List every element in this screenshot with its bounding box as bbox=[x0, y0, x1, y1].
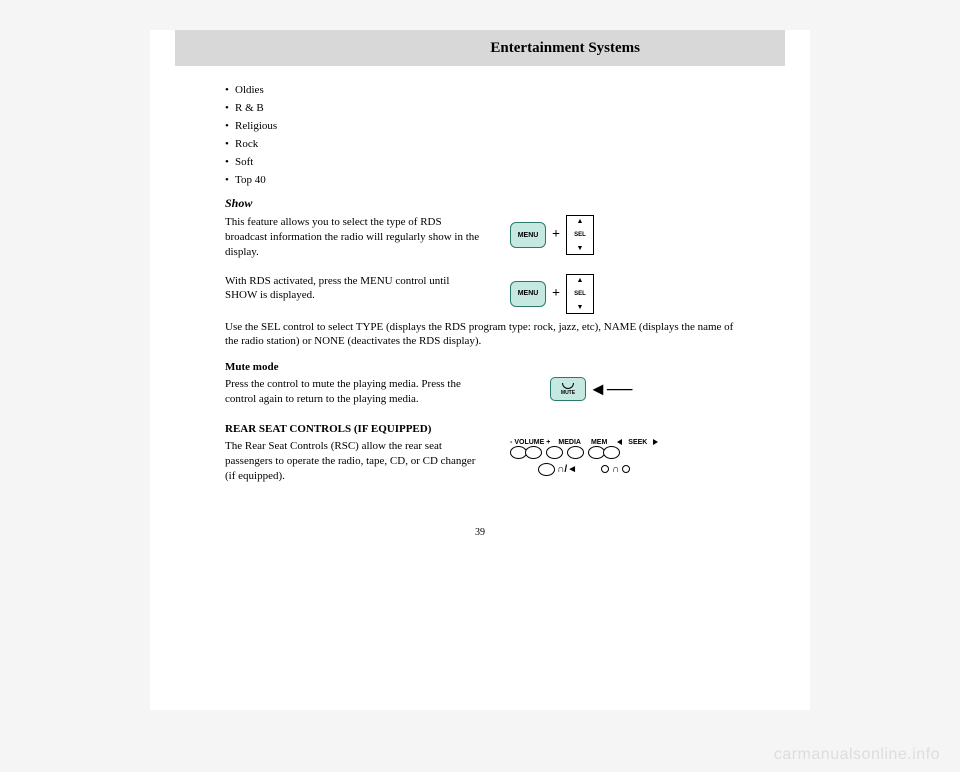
plus-icon: + bbox=[552, 286, 560, 302]
sel-control-icon: ▲ SEL ▼ bbox=[566, 274, 594, 314]
indicator-icon bbox=[601, 465, 609, 473]
manual-page: Entertainment Systems Oldies R & B Relig… bbox=[150, 30, 810, 710]
media-button-icon bbox=[546, 446, 563, 459]
arrow-left-icon: ◄── bbox=[589, 379, 632, 400]
seek-right-icon bbox=[653, 439, 658, 445]
rsc-paragraph: The Rear Seat Controls (RSC) allow the r… bbox=[225, 439, 480, 484]
watermark: carmanualsonline.info bbox=[774, 746, 940, 764]
show-row-1: This feature allows you to select the ty… bbox=[225, 215, 735, 264]
mute-label: MUTE bbox=[561, 390, 575, 396]
show-paragraph-3: Use the SEL control to select TYPE (disp… bbox=[225, 320, 735, 350]
rsc-labels-row: - VOLUME + MEDIA MEM SEEK bbox=[510, 439, 658, 446]
seek-label: SEEK bbox=[628, 439, 647, 446]
plus-label: + bbox=[546, 439, 550, 446]
show-paragraph-2: With RDS activated, press the MENU contr… bbox=[225, 274, 480, 304]
headphone-icon: ∩/◄ bbox=[557, 464, 577, 475]
page-title: Entertainment Systems bbox=[490, 40, 640, 57]
up-arrow-icon: ▲ bbox=[577, 277, 584, 284]
list-item: R & B bbox=[225, 102, 735, 114]
rsc-bottom-row: ∩/◄ ∩ bbox=[510, 463, 658, 476]
mute-heading: Mute mode bbox=[225, 361, 735, 373]
list-item: Top 40 bbox=[225, 174, 735, 186]
rsc-buttons-row bbox=[510, 446, 658, 459]
rsc-row: The Rear Seat Controls (RSC) allow the r… bbox=[225, 439, 735, 488]
headphone-indicators: ∩ bbox=[601, 464, 630, 475]
seek-buttons bbox=[588, 446, 620, 459]
plus-icon: + bbox=[552, 227, 560, 243]
mute-button-icon: MUTE bbox=[550, 377, 586, 401]
mute-row: Press the control to mute the playing me… bbox=[225, 377, 735, 411]
header-bar: Entertainment Systems bbox=[175, 30, 785, 66]
menu-button-icon: MENU bbox=[510, 222, 546, 248]
list-item: Soft bbox=[225, 156, 735, 168]
show-row-2: With RDS activated, press the MENU contr… bbox=[225, 274, 735, 314]
show-heading: Show bbox=[225, 196, 735, 211]
media-label: MEDIA bbox=[558, 439, 581, 446]
list-item: Oldies bbox=[225, 84, 735, 96]
genre-list: Oldies R & B Religious Rock Soft Top 40 bbox=[225, 84, 735, 186]
menu-sel-diagram: MENU + ▲ SEL ▼ bbox=[510, 274, 594, 314]
rsc-heading: REAR SEAT CONTROLS (IF EQUIPPED) bbox=[225, 423, 735, 435]
sel-label: SEL bbox=[574, 291, 586, 297]
mute-diagram: MUTE ◄── bbox=[550, 377, 632, 401]
headphone-icon: ∩ bbox=[612, 464, 619, 475]
mem-label: MEM bbox=[591, 439, 607, 446]
volume-label: VOLUME bbox=[514, 439, 544, 446]
sel-control-icon: ▲ SEL ▼ bbox=[566, 215, 594, 255]
mem-button-icon bbox=[567, 446, 584, 459]
oval-button-icon bbox=[525, 446, 542, 459]
menu-sel-diagram: MENU + ▲ SEL ▼ bbox=[510, 215, 594, 255]
oval-button-icon bbox=[603, 446, 620, 459]
mute-paragraph: Press the control to mute the playing me… bbox=[225, 377, 480, 407]
menu-button-icon: MENU bbox=[510, 281, 546, 307]
mute-symbol-icon bbox=[562, 383, 574, 389]
headphone-control: ∩/◄ bbox=[538, 463, 577, 476]
rsc-controls-diagram: - VOLUME + MEDIA MEM SEEK bbox=[510, 439, 658, 476]
indicator-icon bbox=[622, 465, 630, 473]
seek-left-icon bbox=[617, 439, 622, 445]
down-arrow-icon: ▼ bbox=[577, 245, 584, 252]
minus-label: - bbox=[510, 439, 512, 446]
volume-buttons bbox=[510, 446, 542, 459]
list-item: Rock bbox=[225, 138, 735, 150]
sel-label: SEL bbox=[574, 232, 586, 238]
show-paragraph-1: This feature allows you to select the ty… bbox=[225, 215, 480, 260]
page-number: 39 bbox=[225, 527, 735, 538]
up-arrow-icon: ▲ bbox=[577, 218, 584, 225]
list-item: Religious bbox=[225, 120, 735, 132]
down-arrow-icon: ▼ bbox=[577, 304, 584, 311]
oval-button-icon bbox=[538, 463, 555, 476]
